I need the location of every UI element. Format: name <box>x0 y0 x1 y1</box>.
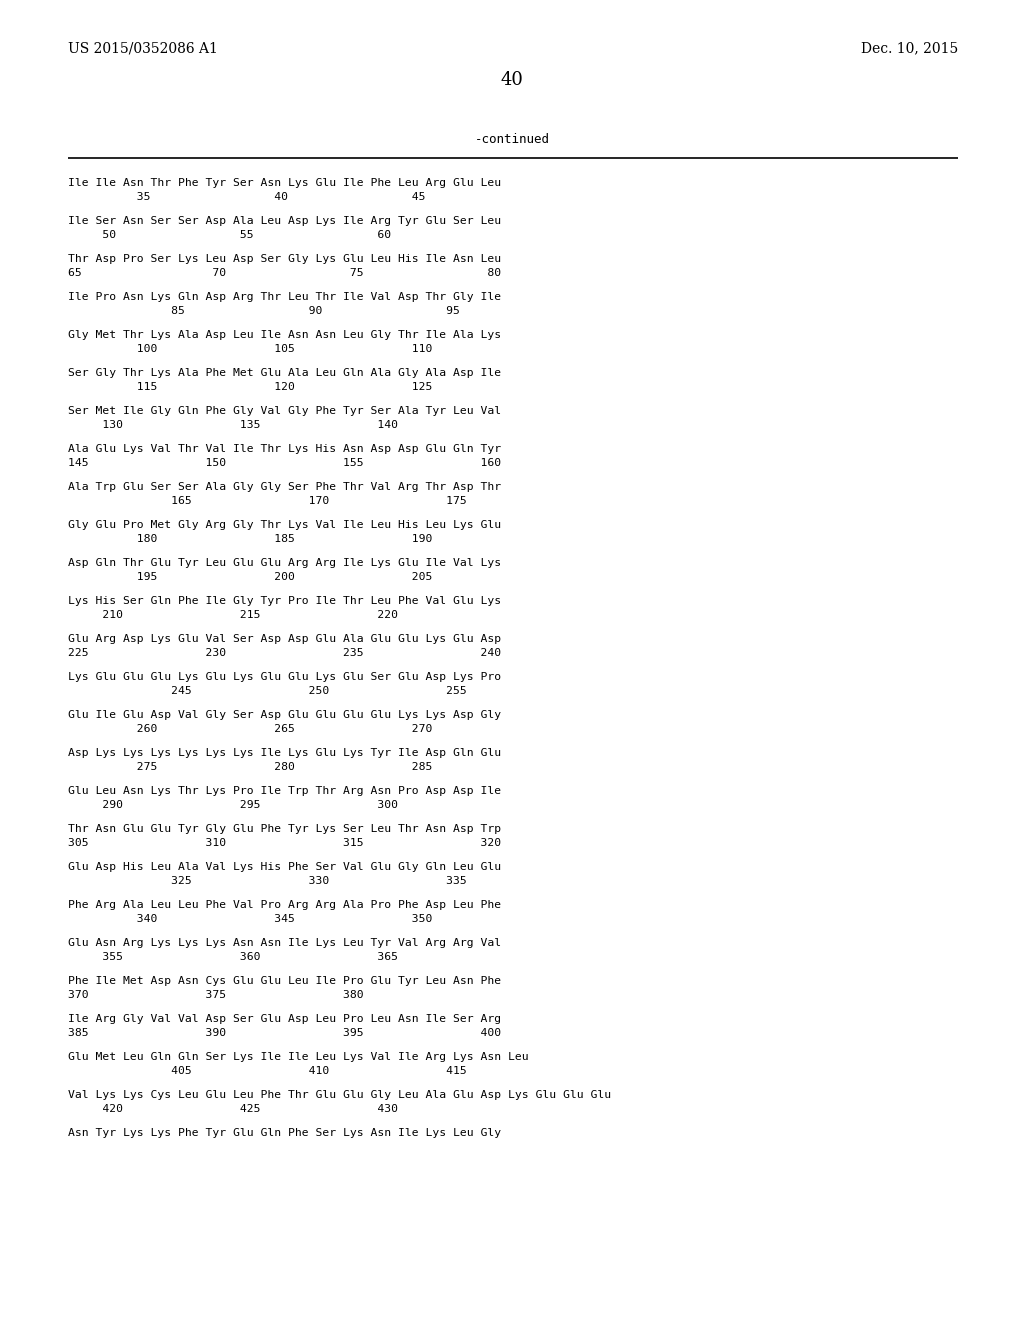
Text: 420                 425                 430: 420 425 430 <box>68 1104 398 1114</box>
Text: Ile Ile Asn Thr Phe Tyr Ser Asn Lys Glu Ile Phe Leu Arg Glu Leu: Ile Ile Asn Thr Phe Tyr Ser Asn Lys Glu … <box>68 178 501 187</box>
Text: 305                 310                 315                 320: 305 310 315 320 <box>68 838 501 847</box>
Text: 35                  40                  45: 35 40 45 <box>68 191 426 202</box>
Text: 245                 250                 255: 245 250 255 <box>68 686 467 696</box>
Text: US 2015/0352086 A1: US 2015/0352086 A1 <box>68 41 218 55</box>
Text: 195                 200                 205: 195 200 205 <box>68 572 432 582</box>
Text: Ile Ser Asn Ser Ser Asp Ala Leu Asp Lys Ile Arg Tyr Glu Ser Leu: Ile Ser Asn Ser Ser Asp Ala Leu Asp Lys … <box>68 216 501 226</box>
Text: 340                 345                 350: 340 345 350 <box>68 913 432 924</box>
Text: 275                 280                 285: 275 280 285 <box>68 762 432 772</box>
Text: Gly Glu Pro Met Gly Arg Gly Thr Lys Val Ile Leu His Leu Lys Glu: Gly Glu Pro Met Gly Arg Gly Thr Lys Val … <box>68 520 501 531</box>
Text: Glu Asp His Leu Ala Val Lys His Phe Ser Val Glu Gly Gln Leu Glu: Glu Asp His Leu Ala Val Lys His Phe Ser … <box>68 862 501 873</box>
Text: Dec. 10, 2015: Dec. 10, 2015 <box>861 41 958 55</box>
Text: Ala Trp Glu Ser Ser Ala Gly Gly Ser Phe Thr Val Arg Thr Asp Thr: Ala Trp Glu Ser Ser Ala Gly Gly Ser Phe … <box>68 482 501 492</box>
Text: 145                 150                 155                 160: 145 150 155 160 <box>68 458 501 469</box>
Text: Phe Arg Ala Leu Leu Phe Val Pro Arg Arg Ala Pro Phe Asp Leu Phe: Phe Arg Ala Leu Leu Phe Val Pro Arg Arg … <box>68 900 501 909</box>
Text: Lys Glu Glu Glu Lys Glu Lys Glu Glu Lys Glu Ser Glu Asp Lys Pro: Lys Glu Glu Glu Lys Glu Lys Glu Glu Lys … <box>68 672 501 682</box>
Text: Asp Gln Thr Glu Tyr Leu Glu Glu Arg Arg Ile Lys Glu Ile Val Lys: Asp Gln Thr Glu Tyr Leu Glu Glu Arg Arg … <box>68 558 501 568</box>
Text: 180                 185                 190: 180 185 190 <box>68 535 432 544</box>
Text: 85                  90                  95: 85 90 95 <box>68 306 460 315</box>
Text: 210                 215                 220: 210 215 220 <box>68 610 398 620</box>
Text: Glu Asn Arg Lys Lys Lys Asn Asn Ile Lys Leu Tyr Val Arg Arg Val: Glu Asn Arg Lys Lys Lys Asn Asn Ile Lys … <box>68 939 501 948</box>
Text: 225                 230                 235                 240: 225 230 235 240 <box>68 648 501 657</box>
Text: Glu Arg Asp Lys Glu Val Ser Asp Asp Glu Ala Glu Glu Lys Glu Asp: Glu Arg Asp Lys Glu Val Ser Asp Asp Glu … <box>68 634 501 644</box>
Text: Glu Met Leu Gln Gln Ser Lys Ile Ile Leu Lys Val Ile Arg Lys Asn Leu: Glu Met Leu Gln Gln Ser Lys Ile Ile Leu … <box>68 1052 528 1063</box>
Text: Ile Arg Gly Val Val Asp Ser Glu Asp Leu Pro Leu Asn Ile Ser Arg: Ile Arg Gly Val Val Asp Ser Glu Asp Leu … <box>68 1014 501 1024</box>
Text: Glu Ile Glu Asp Val Gly Ser Asp Glu Glu Glu Glu Lys Lys Asp Gly: Glu Ile Glu Asp Val Gly Ser Asp Glu Glu … <box>68 710 501 719</box>
Text: Glu Leu Asn Lys Thr Lys Pro Ile Trp Thr Arg Asn Pro Asp Asp Ile: Glu Leu Asn Lys Thr Lys Pro Ile Trp Thr … <box>68 785 501 796</box>
Text: 370                 375                 380: 370 375 380 <box>68 990 364 1001</box>
Text: -continued: -continued <box>474 133 550 147</box>
Text: 385                 390                 395                 400: 385 390 395 400 <box>68 1028 501 1038</box>
Text: Ser Met Ile Gly Gln Phe Gly Val Gly Phe Tyr Ser Ala Tyr Leu Val: Ser Met Ile Gly Gln Phe Gly Val Gly Phe … <box>68 407 501 416</box>
Text: Thr Asn Glu Glu Tyr Gly Glu Phe Tyr Lys Ser Leu Thr Asn Asp Trp: Thr Asn Glu Glu Tyr Gly Glu Phe Tyr Lys … <box>68 824 501 834</box>
Text: 165                 170                 175: 165 170 175 <box>68 496 467 506</box>
Text: Gly Met Thr Lys Ala Asp Leu Ile Asn Asn Leu Gly Thr Ile Ala Lys: Gly Met Thr Lys Ala Asp Leu Ile Asn Asn … <box>68 330 501 341</box>
Text: 65                   70                  75                  80: 65 70 75 80 <box>68 268 501 279</box>
Text: 355                 360                 365: 355 360 365 <box>68 952 398 962</box>
Text: Phe Ile Met Asp Asn Cys Glu Glu Leu Ile Pro Glu Tyr Leu Asn Phe: Phe Ile Met Asp Asn Cys Glu Glu Leu Ile … <box>68 975 501 986</box>
Text: 115                 120                 125: 115 120 125 <box>68 381 432 392</box>
Text: Ala Glu Lys Val Thr Val Ile Thr Lys His Asn Asp Asp Glu Gln Tyr: Ala Glu Lys Val Thr Val Ile Thr Lys His … <box>68 444 501 454</box>
Text: Thr Asp Pro Ser Lys Leu Asp Ser Gly Lys Glu Leu His Ile Asn Leu: Thr Asp Pro Ser Lys Leu Asp Ser Gly Lys … <box>68 253 501 264</box>
Text: 100                 105                 110: 100 105 110 <box>68 345 432 354</box>
Text: Lys His Ser Gln Phe Ile Gly Tyr Pro Ile Thr Leu Phe Val Glu Lys: Lys His Ser Gln Phe Ile Gly Tyr Pro Ile … <box>68 597 501 606</box>
Text: 130                 135                 140: 130 135 140 <box>68 420 398 430</box>
Text: Ile Pro Asn Lys Gln Asp Arg Thr Leu Thr Ile Val Asp Thr Gly Ile: Ile Pro Asn Lys Gln Asp Arg Thr Leu Thr … <box>68 292 501 302</box>
Text: Ser Gly Thr Lys Ala Phe Met Glu Ala Leu Gln Ala Gly Ala Asp Ile: Ser Gly Thr Lys Ala Phe Met Glu Ala Leu … <box>68 368 501 378</box>
Text: Asn Tyr Lys Lys Phe Tyr Glu Gln Phe Ser Lys Asn Ile Lys Leu Gly: Asn Tyr Lys Lys Phe Tyr Glu Gln Phe Ser … <box>68 1129 501 1138</box>
Text: 40: 40 <box>501 71 523 88</box>
Text: 50                  55                  60: 50 55 60 <box>68 230 391 240</box>
Text: 290                 295                 300: 290 295 300 <box>68 800 398 810</box>
Text: 325                 330                 335: 325 330 335 <box>68 876 467 886</box>
Text: 405                 410                 415: 405 410 415 <box>68 1067 467 1076</box>
Text: Asp Lys Lys Lys Lys Lys Lys Ile Lys Glu Lys Tyr Ile Asp Gln Glu: Asp Lys Lys Lys Lys Lys Lys Ile Lys Glu … <box>68 748 501 758</box>
Text: 260                 265                 270: 260 265 270 <box>68 723 432 734</box>
Text: Val Lys Lys Cys Leu Glu Leu Phe Thr Glu Glu Gly Leu Ala Glu Asp Lys Glu Glu Glu: Val Lys Lys Cys Leu Glu Leu Phe Thr Glu … <box>68 1090 611 1100</box>
